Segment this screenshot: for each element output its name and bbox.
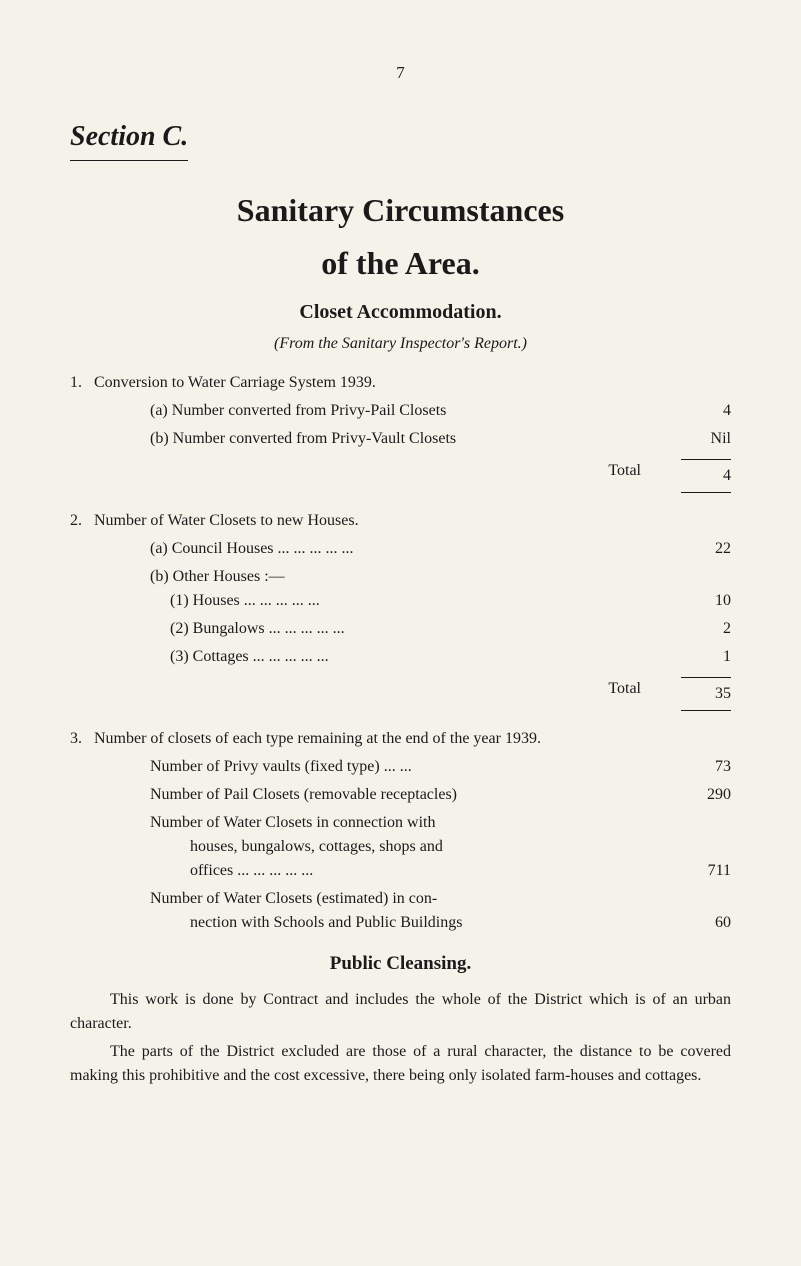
item-1b-row: (b) Number converted from Privy-Vault Cl… bbox=[70, 427, 731, 451]
item-2-sub1-row: (1) Houses ... ... ... ... ... 10 bbox=[70, 589, 731, 613]
item-3-row4-label1: Number of Water Closets (estimated) in c… bbox=[70, 887, 731, 911]
item-2a-value: 22 bbox=[681, 537, 731, 561]
item-2a-label: (a) Council Houses ... ... ... ... ... bbox=[150, 537, 681, 561]
item-2: 2. Number of Water Closets to new Houses… bbox=[70, 509, 731, 533]
item-2-sub2-value: 2 bbox=[681, 617, 731, 641]
item-3-row3-value: 711 bbox=[681, 859, 731, 883]
item-2-sub3-row: (3) Cottages ... ... ... ... ... 1 bbox=[70, 645, 731, 669]
item-1a-label: (a) Number converted from Privy-Pail Clo… bbox=[150, 399, 681, 423]
public-cleansing-para1: This work is done by Contract and includ… bbox=[70, 988, 731, 1036]
item-3-row1-value: 73 bbox=[681, 755, 731, 779]
item-3-row2-value: 290 bbox=[681, 783, 731, 807]
item-3-row1-label: Number of Privy vaults (fixed type) ... … bbox=[150, 755, 681, 779]
section-header: Section C. bbox=[70, 116, 188, 161]
item-1-total-value: 4 bbox=[681, 459, 731, 493]
item-1b-label: (b) Number converted from Privy-Vault Cl… bbox=[150, 427, 681, 451]
item-1b-value: Nil bbox=[681, 427, 731, 451]
item-1-text: Conversion to Water Carriage System 1939… bbox=[94, 374, 376, 391]
item-3-row3-label1: Number of Water Closets in connection wi… bbox=[70, 811, 731, 835]
item-2-sub2-label: (2) Bungalows ... ... ... ... ... bbox=[170, 617, 681, 641]
from-note: (From the Sanitary Inspector's Report.) bbox=[70, 332, 731, 356]
item-3-row3-label3: offices ... ... ... ... ... bbox=[190, 859, 681, 883]
item-2a-row: (a) Council Houses ... ... ... ... ... 2… bbox=[70, 537, 731, 561]
item-1-total-row: Total 4 bbox=[70, 459, 731, 493]
main-title-line2: of the Area. bbox=[70, 239, 731, 287]
item-1: 1. Conversion to Water Carriage System 1… bbox=[70, 371, 731, 395]
item-3-row3: offices ... ... ... ... ... 711 bbox=[70, 859, 731, 883]
public-cleansing-para2: The parts of the District excluded are t… bbox=[70, 1040, 731, 1088]
item-2b-label: (b) Other Houses :— bbox=[70, 565, 731, 589]
item-3-text: Number of closets of each type remaining… bbox=[94, 730, 541, 747]
item-1-total-label: Total bbox=[608, 459, 641, 493]
item-3-row4-label2: nection with Schools and Public Building… bbox=[190, 911, 681, 935]
page-number: 7 bbox=[70, 60, 731, 86]
item-2-sub3-label: (3) Cottages ... ... ... ... ... bbox=[170, 645, 681, 669]
main-title-line1: Sanitary Circumstances bbox=[70, 186, 731, 234]
item-1a-row: (a) Number converted from Privy-Pail Clo… bbox=[70, 399, 731, 423]
item-2-sub3-value: 1 bbox=[681, 645, 731, 669]
item-3-row4: nection with Schools and Public Building… bbox=[70, 911, 731, 935]
item-2-total-label: Total bbox=[608, 677, 641, 711]
closet-heading: Closet Accommodation. bbox=[70, 297, 731, 327]
item-3-row2-label: Number of Pail Closets (removable recept… bbox=[150, 783, 681, 807]
item-3: 3. Number of closets of each type remain… bbox=[70, 727, 731, 751]
item-2-sub2-row: (2) Bungalows ... ... ... ... ... 2 bbox=[70, 617, 731, 641]
item-2-total-row: Total 35 bbox=[70, 677, 731, 711]
item-3-row1: Number of Privy vaults (fixed type) ... … bbox=[70, 755, 731, 779]
item-3-row4-value: 60 bbox=[681, 911, 731, 935]
item-3-num: 3. bbox=[70, 727, 90, 751]
item-2-num: 2. bbox=[70, 509, 90, 533]
item-2-sub1-value: 10 bbox=[681, 589, 731, 613]
item-2-sub1-label: (1) Houses ... ... ... ... ... bbox=[170, 589, 681, 613]
item-1a-value: 4 bbox=[681, 399, 731, 423]
item-2-text: Number of Water Closets to new Houses. bbox=[94, 512, 359, 529]
item-2-total-value: 35 bbox=[681, 677, 731, 711]
item-3-row2: Number of Pail Closets (removable recept… bbox=[70, 783, 731, 807]
item-3-row3-label2: houses, bungalows, cottages, shops and bbox=[70, 835, 731, 859]
item-1-num: 1. bbox=[70, 371, 90, 395]
public-cleansing-heading: Public Cleansing. bbox=[70, 950, 731, 979]
